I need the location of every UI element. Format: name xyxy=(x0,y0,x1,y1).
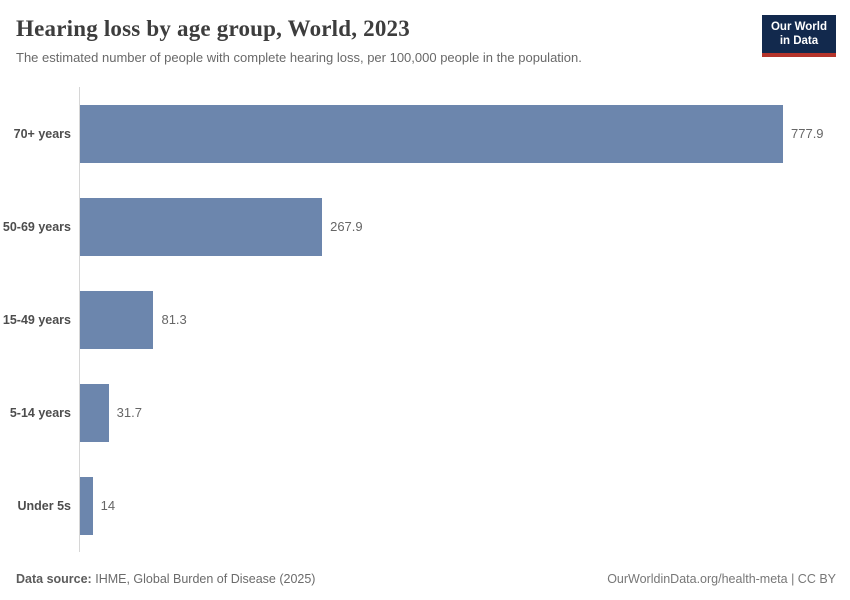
value-label: 31.7 xyxy=(116,405,142,421)
bar-row: 50-69 years 267.9 xyxy=(0,180,850,274)
page-title: Hearing loss by age group, World, 2023 xyxy=(16,16,410,41)
bar-area: 777.9 xyxy=(79,87,850,181)
bar-row: Under 5s 14 xyxy=(0,459,850,553)
bar-area: 31.7 xyxy=(79,366,850,460)
category-label: 50-69 years xyxy=(2,219,71,234)
owid-logo-line1: Our World xyxy=(770,21,827,33)
bar-chart: 70+ years 777.9 50-69 years 267.9 15-49 year… xyxy=(0,87,850,553)
bar-row: 5-14 years 31.7 xyxy=(0,366,850,460)
owid-logo: Our World in Data xyxy=(761,15,836,57)
category-label: 70+ years xyxy=(13,126,71,141)
bar-area: 267.9 xyxy=(79,180,850,274)
bar[interactable] xyxy=(80,104,783,163)
category-label: 5-14 years xyxy=(9,405,71,420)
value-label: 777.9 xyxy=(791,126,824,142)
owid-logo-line2: in Data xyxy=(779,35,819,48)
chart-header: Hearing loss by age group, World, 2023 T… xyxy=(0,0,850,66)
value-label: 81.3 xyxy=(161,312,187,328)
value-label: 267.9 xyxy=(330,219,363,235)
credit-link: OurWorldinData.org/health-meta | CC BY xyxy=(607,572,836,586)
data-source-value: IHME, Global Burden of Disease (2025) xyxy=(95,572,316,586)
bar-area: 14 xyxy=(79,459,850,553)
bar[interactable] xyxy=(80,476,93,535)
bar[interactable] xyxy=(80,290,154,349)
bar-row: 70+ years 777.9 xyxy=(0,87,850,181)
category-label: Under 5s xyxy=(17,498,72,513)
title-block: Hearing loss by age group, World, 2023 T… xyxy=(16,14,582,66)
bar-area: 81.3 xyxy=(79,273,850,367)
bar[interactable] xyxy=(80,383,109,442)
chart-footer: Data source: IHME, Global Burden of Dise… xyxy=(16,572,836,586)
value-label: 14 xyxy=(100,498,116,514)
bar[interactable] xyxy=(80,197,323,256)
data-source: Data source: IHME, Global Burden of Dise… xyxy=(16,572,315,586)
data-source-label: Data source: xyxy=(16,572,92,586)
chart-subtitle: The estimated number of people with comp… xyxy=(16,49,582,65)
category-label: 15-49 years xyxy=(2,312,71,327)
bar-row: 15-49 years 81.3 xyxy=(0,273,850,367)
